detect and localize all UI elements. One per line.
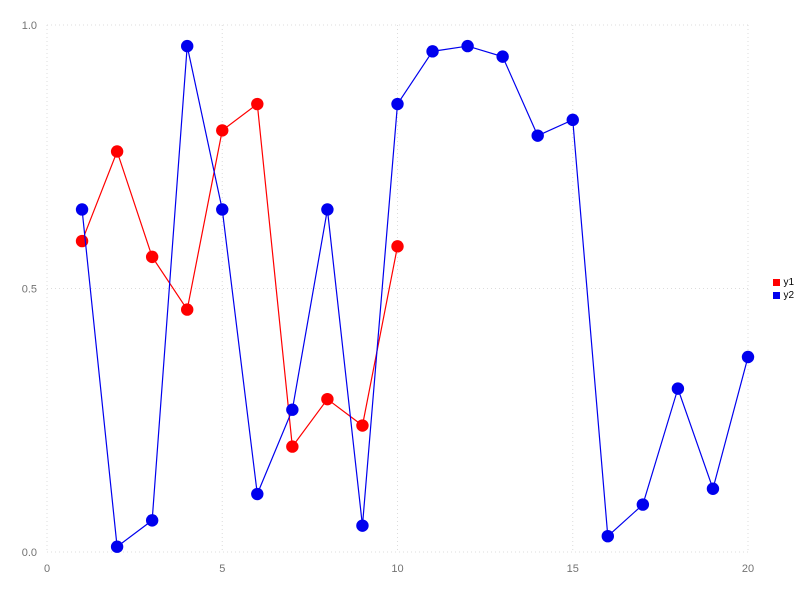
series-point-y2 bbox=[671, 382, 685, 395]
y-tick-label: 0.0 bbox=[22, 547, 37, 559]
legend-label-y1: y1 bbox=[783, 277, 794, 288]
series-point-y2 bbox=[601, 529, 614, 543]
legend-label-y2: y2 bbox=[783, 290, 794, 301]
legend-item-y1: y1 bbox=[773, 277, 794, 288]
series-point-y2 bbox=[461, 39, 474, 53]
series-line-y1 bbox=[81, 102, 399, 449]
series-point-y2 bbox=[216, 203, 229, 216]
series-point-y2 bbox=[636, 498, 650, 511]
x-tick-label: 20 bbox=[742, 563, 754, 575]
series-point-y1 bbox=[110, 145, 124, 158]
series-point-y1 bbox=[181, 303, 194, 316]
series-line-y2 bbox=[81, 45, 749, 548]
y-tick-label: 1.0 bbox=[22, 20, 37, 32]
series-point-y2 bbox=[566, 113, 579, 127]
series-point-y2 bbox=[321, 203, 334, 216]
y-tick-label: 0.5 bbox=[22, 284, 37, 296]
series-point-y2 bbox=[391, 97, 404, 111]
x-tick-label: 15 bbox=[567, 563, 579, 575]
series-point-y2 bbox=[181, 39, 194, 53]
series-point-y2 bbox=[145, 514, 159, 527]
series-point-y2 bbox=[110, 540, 124, 553]
legend-swatch-y1 bbox=[773, 279, 781, 286]
legend: y1 y2 bbox=[773, 277, 794, 301]
series-point-y2 bbox=[286, 403, 299, 416]
series-point-y2 bbox=[356, 519, 369, 532]
series-point-y1 bbox=[391, 240, 404, 253]
series-point-y2 bbox=[426, 45, 439, 58]
series-point-y2 bbox=[531, 129, 544, 142]
series-point-y1 bbox=[321, 392, 334, 406]
series-point-y1 bbox=[286, 440, 299, 453]
x-tick-label: 5 bbox=[219, 563, 225, 575]
series-point-y2 bbox=[706, 482, 720, 495]
legend-swatch-y2 bbox=[773, 292, 781, 299]
x-tick-label: 10 bbox=[391, 563, 403, 575]
series-point-y1 bbox=[216, 124, 229, 137]
legend-item-y2: y2 bbox=[773, 290, 794, 301]
series-point-y1 bbox=[356, 419, 369, 432]
x-tick-label: 0 bbox=[44, 563, 50, 575]
series-point-y1 bbox=[251, 97, 264, 111]
series-point-y2 bbox=[75, 203, 89, 216]
series-point-y1 bbox=[145, 250, 159, 264]
series-point-y2 bbox=[496, 50, 509, 63]
series-point-y2 bbox=[741, 350, 755, 364]
series-point-y2 bbox=[251, 487, 264, 501]
